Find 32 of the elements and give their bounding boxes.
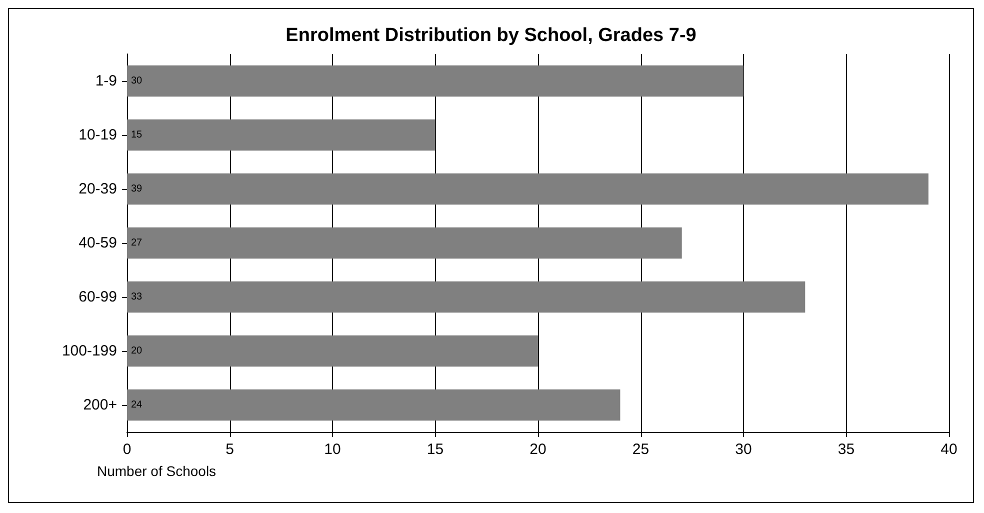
y-tick-label: 200+ — [83, 396, 118, 414]
data-label: 20 — [131, 346, 143, 356]
data-label: 27 — [131, 238, 143, 248]
data-label: 39 — [131, 184, 143, 194]
x-tick-label: 10 — [324, 441, 341, 458]
y-tick-label: 10-19 — [78, 126, 117, 144]
bar — [127, 173, 928, 205]
data-label: 30 — [131, 76, 143, 86]
y-tick-label: 100-199 — [62, 342, 117, 360]
chart-title: Enrolment Distribution by School, Grades 7-9 — [286, 25, 696, 46]
x-tick-label: 0 — [122, 441, 132, 458]
x-tick-label: 40 — [940, 441, 958, 458]
y-tick-label: 60-99 — [78, 288, 117, 306]
bar — [127, 281, 806, 313]
x-tick-label: 30 — [735, 441, 752, 458]
x-tick-label: 20 — [530, 441, 546, 458]
bar — [127, 65, 744, 97]
data-label: 24 — [131, 400, 143, 410]
y-tick-label: 40-59 — [78, 234, 117, 252]
data-label: 15 — [131, 130, 143, 140]
x-tick-label: 5 — [226, 441, 234, 458]
y-tick-label: 1-9 — [95, 72, 117, 90]
bar — [127, 227, 682, 259]
bar — [127, 335, 538, 367]
x-tick-label: 35 — [838, 441, 855, 458]
y-tick-label: 20-39 — [78, 180, 117, 198]
bar — [127, 119, 436, 151]
bar — [127, 389, 620, 421]
data-label: 33 — [131, 292, 143, 302]
x-tick-label: 25 — [632, 441, 650, 458]
x-axis-title: Number of Schools — [97, 463, 216, 479]
x-tick-label: 15 — [426, 441, 444, 458]
